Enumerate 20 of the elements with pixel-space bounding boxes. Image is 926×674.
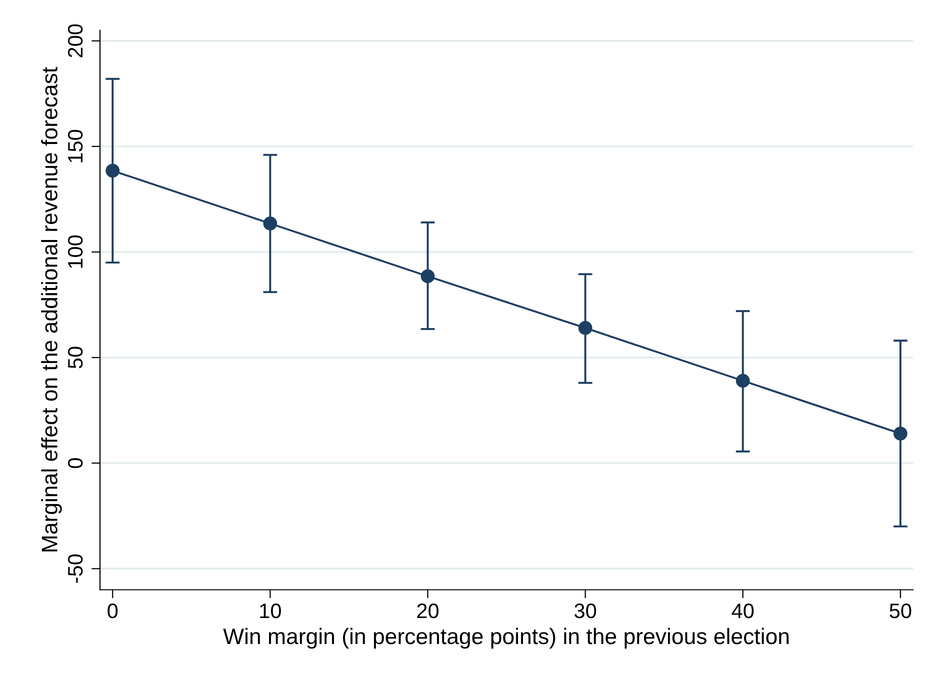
point [736,374,750,388]
point [420,269,435,284]
x-tick-label: 20 [417,603,439,618]
point [263,216,278,230]
point [106,164,120,178]
y-tick-label: 200 [68,24,83,58]
y-tick-label: 100 [68,235,83,268]
point [893,426,908,440]
x-axis-title: Win margin (in percentage points) in the previous election [223,628,789,649]
x-tick-label: 10 [260,603,281,618]
x-tick-label: 50 [890,603,912,618]
y-tick-label: 0 [68,458,83,468]
point [578,321,592,335]
y-axis-title: Marginal effect on the additional revenue forecast [41,67,62,552]
y-tick-label: -50 [68,554,83,583]
x-tick-label: 40 [732,603,754,618]
y-tick-label: 50 [68,346,83,368]
y-tick-label: 150 [68,130,83,162]
x-tick-label: 30 [574,603,596,618]
x-tick-label: 0 [108,603,118,618]
